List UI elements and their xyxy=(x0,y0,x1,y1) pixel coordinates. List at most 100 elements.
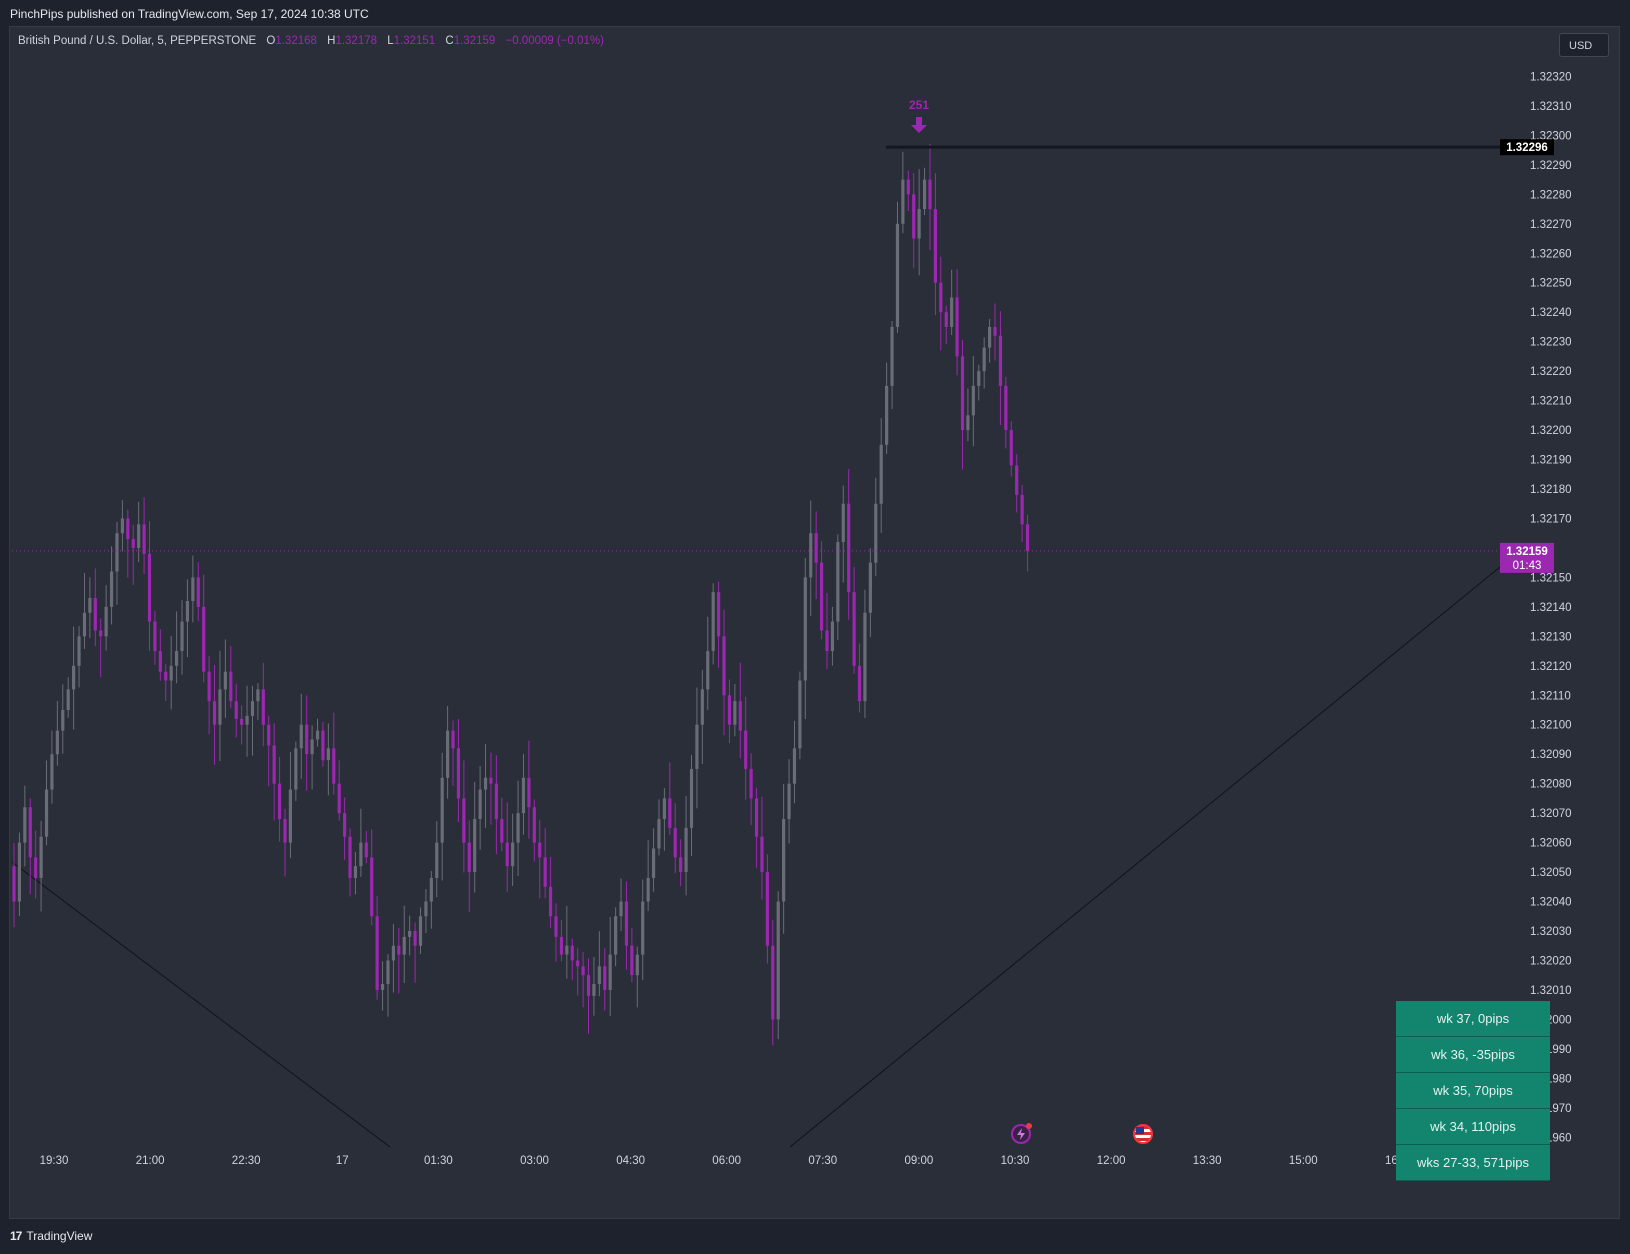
candle-body xyxy=(305,724,309,755)
candle-body xyxy=(397,945,401,955)
candle-body xyxy=(548,886,553,917)
candle-body xyxy=(180,621,184,652)
tradingview-footer[interactable]: 17 TradingView xyxy=(10,1229,92,1243)
candle-body xyxy=(966,415,970,431)
candle-body xyxy=(988,326,992,348)
chart-canvas[interactable]: 1.323201.323101.323001.322901.322801.322… xyxy=(10,27,1620,1219)
candle-body xyxy=(169,665,173,681)
candle-body xyxy=(256,689,260,702)
candle-body xyxy=(543,857,547,887)
candle-body xyxy=(982,347,986,372)
candle-body xyxy=(863,612,867,702)
candle-body xyxy=(792,748,797,784)
price-tick: 1.32060 xyxy=(1530,838,1572,850)
candle-body xyxy=(819,562,824,631)
price-tick: 1.32310 xyxy=(1530,101,1572,113)
candle-body xyxy=(570,945,574,961)
candle-body xyxy=(267,724,271,746)
high-label: H xyxy=(327,35,336,47)
candle-body xyxy=(364,842,368,858)
candle-body xyxy=(516,813,520,843)
candle-body xyxy=(55,730,59,755)
tradingview-brand: TradingView xyxy=(26,1229,93,1243)
candle-body xyxy=(158,651,162,672)
price-tick: 1.32260 xyxy=(1530,248,1572,260)
candle-body xyxy=(1020,494,1024,525)
candle-body xyxy=(684,827,688,873)
candle-body xyxy=(451,730,455,749)
time-tick: 15:00 xyxy=(1289,1155,1318,1167)
time-tick: 06:00 xyxy=(712,1155,741,1167)
candle-body xyxy=(185,600,190,622)
currency-button[interactable]: USD xyxy=(1559,33,1609,57)
candle-body xyxy=(668,798,672,828)
candle-body xyxy=(408,931,412,937)
us-flag-event-icon[interactable] xyxy=(1133,1124,1153,1144)
candle-body xyxy=(370,857,374,917)
time-tick: 07:30 xyxy=(808,1155,837,1167)
candle-body xyxy=(798,680,802,749)
price-tick: 1.32180 xyxy=(1530,484,1572,496)
candle-body xyxy=(483,777,488,790)
candle-body xyxy=(1015,465,1019,495)
low-label: L xyxy=(387,35,394,47)
candle-body xyxy=(776,901,780,1020)
candle-body xyxy=(77,636,81,666)
candle-body xyxy=(939,282,943,313)
candle-body xyxy=(23,807,27,843)
candle-body xyxy=(993,326,997,336)
candle-body xyxy=(906,179,910,195)
candle-body xyxy=(310,739,314,755)
candle-body xyxy=(901,179,905,224)
candle-body xyxy=(928,179,932,210)
candle-body xyxy=(250,701,255,716)
candle-body xyxy=(603,966,607,990)
candle-body xyxy=(559,936,564,955)
candle-body xyxy=(500,819,504,843)
current-price-label-bg xyxy=(1500,542,1554,573)
candle-body xyxy=(245,715,249,725)
price-tick: 1.32050 xyxy=(1530,867,1572,879)
close-value: 1.32159 xyxy=(453,35,496,47)
candle-body xyxy=(565,945,569,955)
candle-body xyxy=(695,724,699,769)
candle-body xyxy=(998,335,1003,386)
time-tick: 22:30 xyxy=(232,1155,261,1167)
pips-row-wk35: wk 35, 70pips xyxy=(1396,1073,1550,1109)
price-tick: 1.32240 xyxy=(1530,307,1572,319)
candle-body xyxy=(754,798,759,837)
chart-pane[interactable]: 1.32320 1.32310 1.32300 1.32290 1.32280 1.322… xyxy=(9,26,1620,1219)
candle-body xyxy=(1025,524,1030,551)
candle-body xyxy=(478,789,482,820)
candle-body xyxy=(744,730,748,769)
price-tick: 1.32110 xyxy=(1530,690,1571,702)
candle-body xyxy=(890,326,894,386)
candle-body xyxy=(950,297,954,327)
price-tick: 1.32200 xyxy=(1530,425,1572,437)
time-tick: 10:30 xyxy=(1001,1155,1030,1167)
lightning-event-icon[interactable] xyxy=(1011,1123,1032,1144)
candle-body xyxy=(917,209,921,239)
trendline-down xyxy=(11,861,391,1148)
candle-body xyxy=(912,194,916,239)
candle-body xyxy=(635,954,639,976)
candle-body xyxy=(261,689,265,725)
candle-body xyxy=(142,524,146,554)
candle-body xyxy=(971,385,975,416)
price-tick: 1.32290 xyxy=(1530,160,1572,172)
symbol-description[interactable]: British Pound / U.S. Dollar, 5, PEPPERST… xyxy=(18,35,257,47)
price-tick: 1.32130 xyxy=(1530,631,1572,643)
candle-body xyxy=(473,819,477,873)
candle-body xyxy=(960,356,965,431)
candle-body xyxy=(586,975,591,996)
symbol-legend: British Pound / U.S. Dollar, 5, PEPPERST… xyxy=(18,35,604,47)
candle-body xyxy=(879,444,883,504)
candle-body xyxy=(944,312,948,327)
open-value: 1.32168 xyxy=(275,35,317,47)
candle-body xyxy=(673,827,677,858)
candle-body xyxy=(895,223,900,327)
candle-body xyxy=(17,842,22,902)
price-tick: 1.32070 xyxy=(1530,808,1572,820)
price-tick: 1.32090 xyxy=(1530,749,1572,761)
candle-body xyxy=(418,916,423,946)
